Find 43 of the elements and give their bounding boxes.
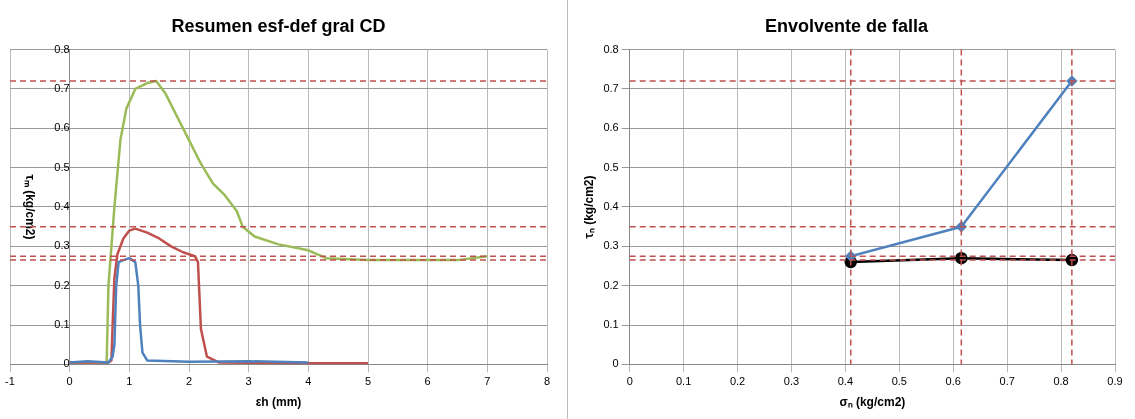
x-axis-title: σₙ (kg/cm2) <box>839 395 906 410</box>
chart-title: Envolvente de falla <box>764 15 930 36</box>
y-tick-label: 0.7 <box>603 81 619 94</box>
x-tick-label: 1 <box>126 375 133 388</box>
y-tick-label: 0.8 <box>54 42 70 55</box>
y-tick-label: 0.4 <box>54 200 70 213</box>
x-tick-label: 2 <box>185 375 193 388</box>
x-tick-label: 0 <box>626 375 633 388</box>
y-tick-label: 0.3 <box>54 239 70 252</box>
x-tick-label: 0.4 <box>837 375 854 388</box>
x-tick-label: 0.6 <box>945 375 961 388</box>
x-axis-title: εh (mm) <box>255 395 302 410</box>
x-tick-label: 7 <box>484 375 491 388</box>
y-tick-label: 0 <box>63 357 70 370</box>
y-tick-label: 0.7 <box>54 81 70 94</box>
y-tick-label: 0.5 <box>603 160 619 173</box>
y-tick-label: 0.5 <box>54 160 70 173</box>
x-tick-label: 6 <box>424 375 431 388</box>
y-tick-label: 0.1 <box>603 318 619 331</box>
y-tick-label: 0.1 <box>54 318 70 331</box>
y-tick-label: 0.6 <box>54 121 70 134</box>
x-tick-label: 0.2 <box>729 375 746 388</box>
x-tick-label: 8 <box>543 375 551 388</box>
x-tick-label: -1 <box>5 375 15 388</box>
x-tick-label: 0.3 <box>783 375 800 388</box>
x-tick-label: 0.8 <box>1053 375 1069 388</box>
y-axis-title: τₙ (kg/cm2) <box>581 175 596 239</box>
x-tick-label: 5 <box>364 375 372 388</box>
x-tick-label: 0.7 <box>999 375 1015 388</box>
x-tick-label: 4 <box>305 375 312 388</box>
y-axis-title: τₘ (kg/cm2) <box>22 174 37 240</box>
y-tick-label: 0.4 <box>603 200 619 213</box>
x-tick-label: 0.9 <box>1107 375 1123 388</box>
chart-title: Resumen esf-def gral CD <box>171 15 386 36</box>
x-tick-label: 0.5 <box>891 375 907 388</box>
y-tick-label: 0 <box>612 357 619 370</box>
y-tick-label: 0.8 <box>603 42 619 55</box>
y-tick-label: 0.3 <box>603 239 619 252</box>
x-tick-label: 3 <box>245 375 252 388</box>
y-tick-label: 0.2 <box>54 278 70 291</box>
x-tick-label: 0.1 <box>675 375 692 388</box>
y-tick-label: 0.6 <box>603 121 619 134</box>
y-tick-label: 0.2 <box>603 278 619 291</box>
